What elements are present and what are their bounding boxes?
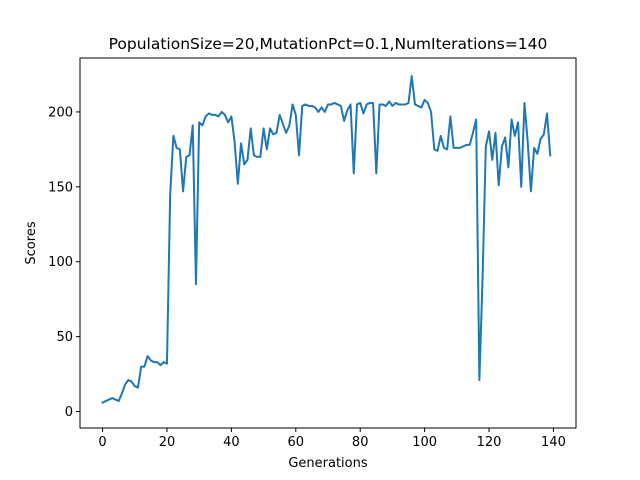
chart-title: PopulationSize=20,MutationPct=0.1,NumIte… (109, 35, 548, 53)
series-line (101, 74, 552, 404)
x-tick-label: 80 (352, 435, 369, 450)
x-tick-label: 0 (98, 435, 106, 450)
y-axis: 0 50 100 150 200 (48, 105, 80, 420)
y-axis-label: Scores (24, 221, 39, 264)
x-tick-label: 60 (288, 435, 305, 450)
x-axis: 0 20 40 60 80 100 120 140 (98, 428, 566, 450)
y-tick-label: 200 (48, 105, 73, 120)
y-tick-label: 50 (56, 330, 73, 345)
x-tick-label: 140 (541, 435, 566, 450)
x-tick-label: 20 (159, 435, 176, 450)
data-points (102, 75, 551, 403)
x-axis-label: Generations (288, 456, 368, 471)
y-tick-label: 100 (48, 255, 73, 270)
x-tick-label: 40 (223, 435, 240, 450)
x-tick-label: 100 (412, 435, 437, 450)
y-tick-label: 150 (48, 180, 73, 195)
plot-area (79, 57, 577, 429)
x-tick-label: 120 (477, 435, 502, 450)
y-tick-label: 0 (65, 405, 73, 420)
